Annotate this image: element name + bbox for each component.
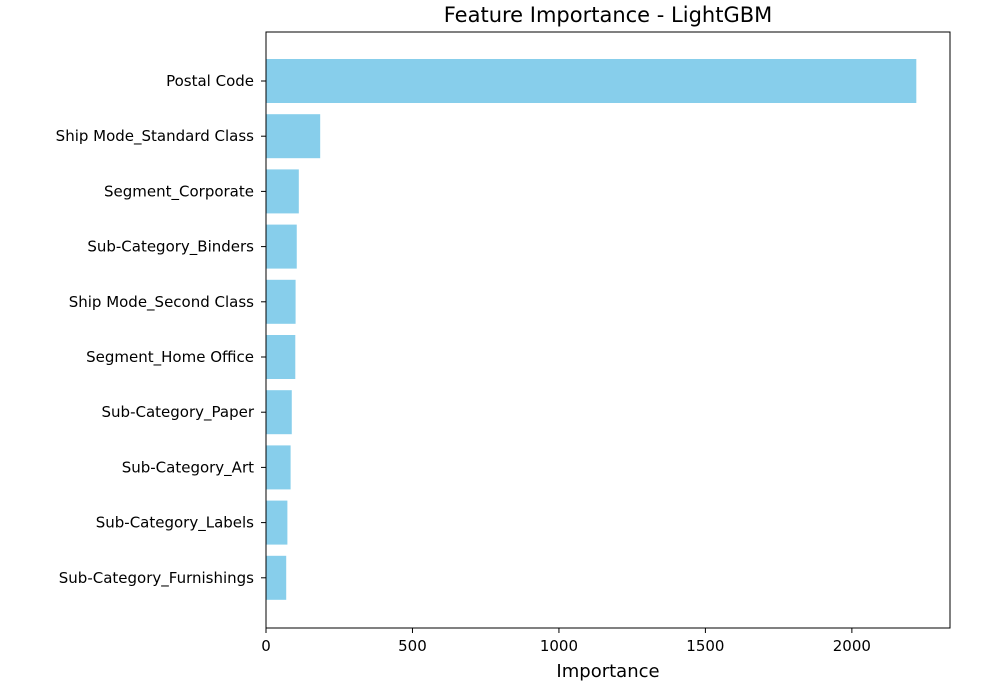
x-tick-label: 500 [398, 637, 427, 655]
x-tick-label: 1000 [540, 637, 578, 655]
y-tick-label: Segment_Home Office [86, 348, 254, 367]
y-tick-label: Postal Code [166, 72, 254, 90]
x-tick-label: 2000 [833, 637, 871, 655]
bar-5 [266, 335, 296, 379]
bar-0 [266, 59, 917, 103]
bar-2 [266, 169, 299, 214]
y-tick-label: Segment_Corporate [104, 182, 254, 201]
y-tick-label: Ship Mode_Standard Class [56, 127, 255, 146]
y-tick-label: Ship Mode_Second Class [69, 293, 254, 312]
y-tick-label: Sub-Category_Art [122, 458, 254, 477]
bar-9 [266, 555, 287, 600]
y-tick-label: Sub-Category_Furnishings [59, 569, 254, 588]
category-labels-group: Postal Code Ship Mode_Standard Class Segme… [56, 72, 266, 588]
y-tick-label: Sub-Category_Binders [87, 238, 254, 257]
y-tick-label: Sub-Category_Paper [102, 403, 255, 422]
plot-area-frame [265, 31, 951, 629]
bar-7 [266, 445, 291, 490]
x-ticks-group: 0 500 1000 1500 2000 [261, 628, 871, 655]
bar-1 [266, 114, 321, 159]
bar-4 [266, 279, 296, 324]
bars-group [266, 59, 917, 600]
bar-8 [266, 500, 288, 545]
x-axis-label: Importance [556, 661, 659, 682]
x-tick-label: 1500 [686, 637, 724, 655]
bar-3 [266, 224, 297, 269]
bar-6 [266, 390, 292, 435]
chart-title: Feature Importance - LightGBM [444, 3, 773, 27]
y-tick-label: Sub-Category_Labels [96, 514, 254, 533]
x-tick-label: 0 [261, 637, 271, 655]
